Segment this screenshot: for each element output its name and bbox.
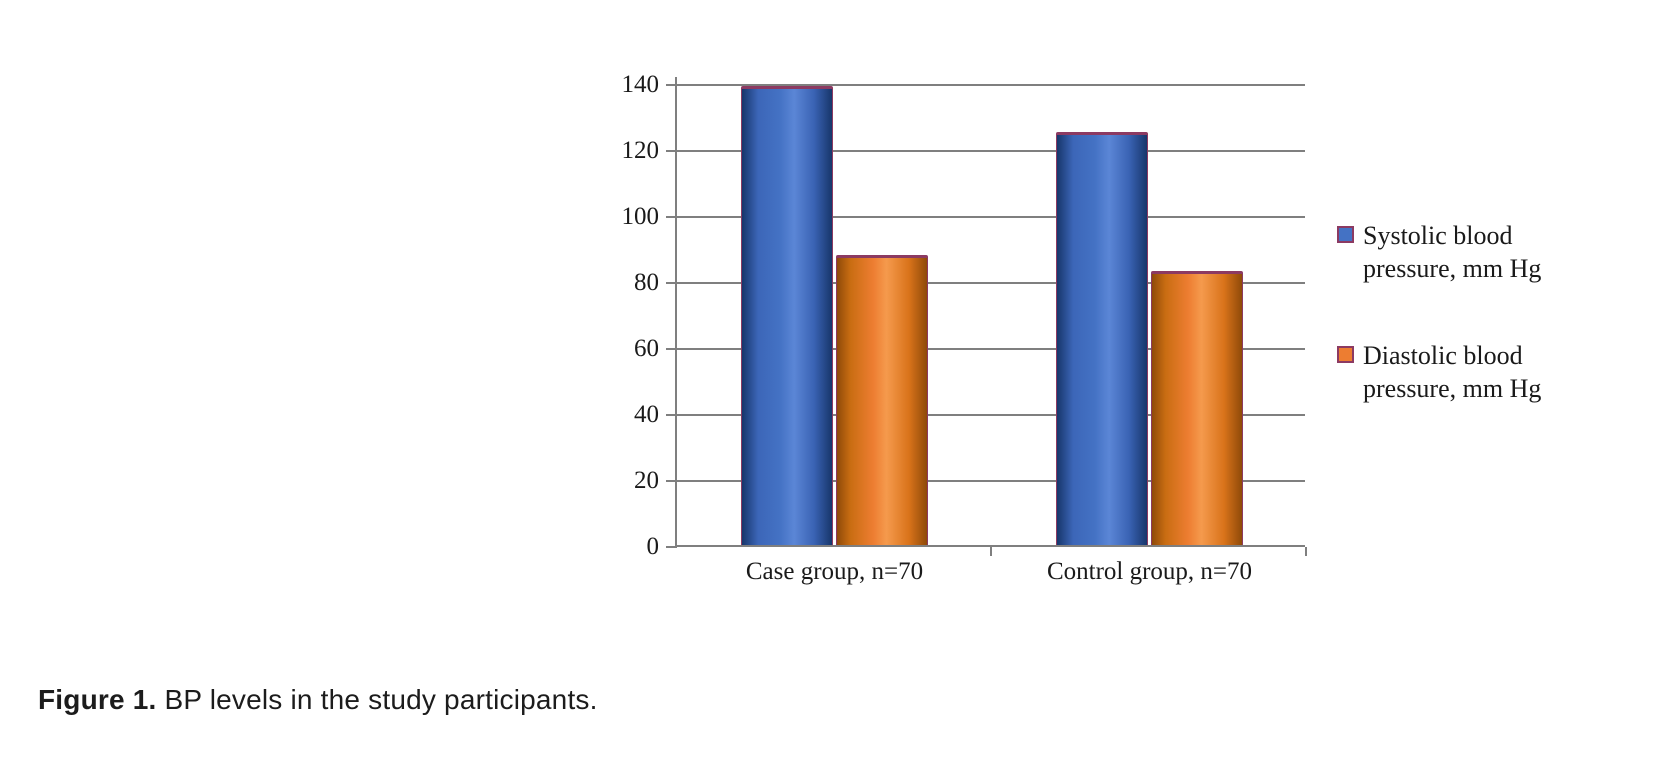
diastolic-swatch-icon: [1337, 346, 1354, 363]
x-axis-category-label: Control group, n=70: [1046, 558, 1253, 585]
y-axis-tick: [666, 216, 677, 218]
y-axis-tick: [666, 480, 677, 482]
legend-diastolic-line1: Diastolic blood: [1363, 341, 1523, 370]
x-axis-category-label: Case group, n=70: [745, 558, 924, 585]
y-axis-tick: [666, 348, 677, 350]
legend-item-systolic: Systolic blood pressure, mm Hg: [1337, 219, 1541, 285]
y-axis-tick: [666, 282, 677, 284]
y-axis-tick-label: 120: [621, 137, 660, 164]
bar-control-group-n-70-systolic: [1056, 132, 1148, 545]
x-axis-tick: [1305, 547, 1307, 556]
y-axis-tick-label: 60: [634, 335, 659, 362]
x-axis-tick: [990, 547, 992, 556]
figure-caption-number: Figure 1.: [38, 684, 157, 715]
bar-control-group-n-70-diastolic: [1151, 271, 1243, 545]
legend-diastolic-line2: pressure, mm Hg: [1363, 374, 1542, 403]
y-axis-tick-label: 20: [634, 467, 659, 494]
bar-case-group-n-70-diastolic: [836, 255, 928, 545]
gridline: [677, 480, 1305, 482]
legend-item-diastolic: Diastolic blood pressure, mm Hg: [1337, 339, 1541, 405]
y-axis-tick-label: 80: [634, 269, 659, 296]
systolic-swatch-icon: [1337, 226, 1354, 243]
y-axis-tick-label: 40: [634, 401, 659, 428]
y-axis-tick-label: 140: [621, 71, 660, 98]
legend-systolic-line1: Systolic blood: [1363, 221, 1513, 250]
y-axis-tick-label: 0: [646, 533, 660, 560]
gridline: [677, 84, 1305, 86]
y-axis-tick-label: 100: [621, 203, 660, 230]
legend-label-diastolic: Diastolic blood pressure, mm Hg: [1363, 339, 1541, 405]
chart-legend: Systolic blood pressure, mm Hg Diastolic…: [1337, 219, 1541, 459]
gridline: [677, 150, 1305, 152]
legend-systolic-line2: pressure, mm Hg: [1363, 254, 1542, 283]
y-axis-line-extension: [675, 77, 677, 85]
y-axis-tick: [666, 414, 677, 416]
y-axis-tick: [666, 546, 677, 548]
y-axis-tick: [666, 150, 677, 152]
figure-caption-text: BP levels in the study participants.: [156, 684, 598, 715]
gridline: [677, 414, 1305, 416]
gridline: [677, 348, 1305, 350]
bp-bar-chart: 140 120 100 80 60 40 20 0 Case group, n=70 Contro…: [622, 71, 1542, 585]
y-axis-tick: [666, 84, 677, 86]
legend-label-systolic: Systolic blood pressure, mm Hg: [1363, 219, 1541, 285]
bar-case-group-n-70-systolic: [741, 86, 833, 545]
figure-caption: Figure 1. BP levels in the study partici…: [38, 684, 598, 716]
plot-area: 140 120 100 80 60 40 20 0 Case group, n=70 Contro…: [622, 71, 1307, 585]
gridline: [677, 216, 1305, 218]
gridline: [677, 282, 1305, 284]
